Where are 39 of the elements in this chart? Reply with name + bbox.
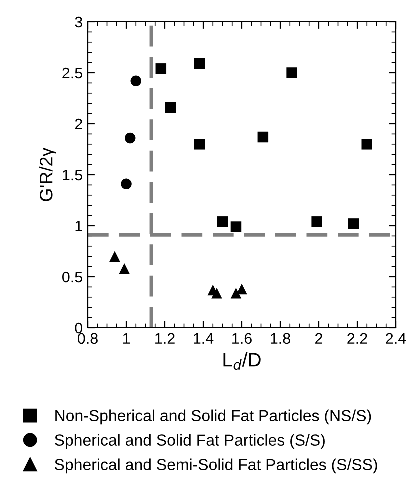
point	[212, 288, 222, 299]
point	[130, 76, 142, 87]
point	[286, 68, 298, 78]
point	[362, 139, 373, 150]
point	[348, 218, 360, 230]
y-tick-label: 2.5	[62, 68, 82, 79]
x-tick-label: 2.2	[348, 333, 368, 344]
point	[258, 132, 269, 143]
y-tick-label: 1	[76, 221, 82, 232]
x-tick-label: 1.2	[156, 333, 175, 344]
point	[194, 58, 206, 70]
y-axis-title: G'R/2γ	[40, 148, 56, 202]
point	[124, 132, 136, 144]
point	[156, 64, 167, 74]
point	[217, 216, 228, 228]
point	[236, 284, 248, 295]
x-tick-label: 1.8	[271, 333, 290, 344]
x-tick-label: 1.6	[232, 333, 252, 344]
x-axis-title: L$_{d}$/D	[224, 352, 261, 370]
x-tick-label: 1.4	[194, 333, 214, 344]
point	[312, 216, 322, 228]
legend-label: Non-Spherical and Solid Fat Particles (NS/S)	[56, 410, 372, 425]
point	[165, 102, 176, 114]
x-tick-label: 1	[123, 333, 130, 344]
point	[194, 139, 206, 150]
point	[119, 263, 130, 274]
point	[110, 251, 120, 262]
x-tick-label: 2	[316, 333, 322, 344]
point	[121, 178, 132, 190]
point	[230, 222, 242, 232]
legend-label: Spherical and Semi-Solid Fat Particles (S/SS)	[55, 458, 378, 474]
y-tick-label: 3	[75, 16, 82, 28]
x-tick-label: 0.8	[78, 333, 98, 344]
y-tick-label: 1.5	[63, 170, 82, 181]
y-tick-label: 0.5	[62, 272, 82, 283]
y-tick-label: 2	[75, 118, 82, 130]
legend-label: Spherical and Solid Fat Particles (S/S)	[55, 434, 325, 450]
y-tick-label: 0	[75, 322, 83, 334]
x-tick-label: 2.4	[386, 333, 406, 344]
